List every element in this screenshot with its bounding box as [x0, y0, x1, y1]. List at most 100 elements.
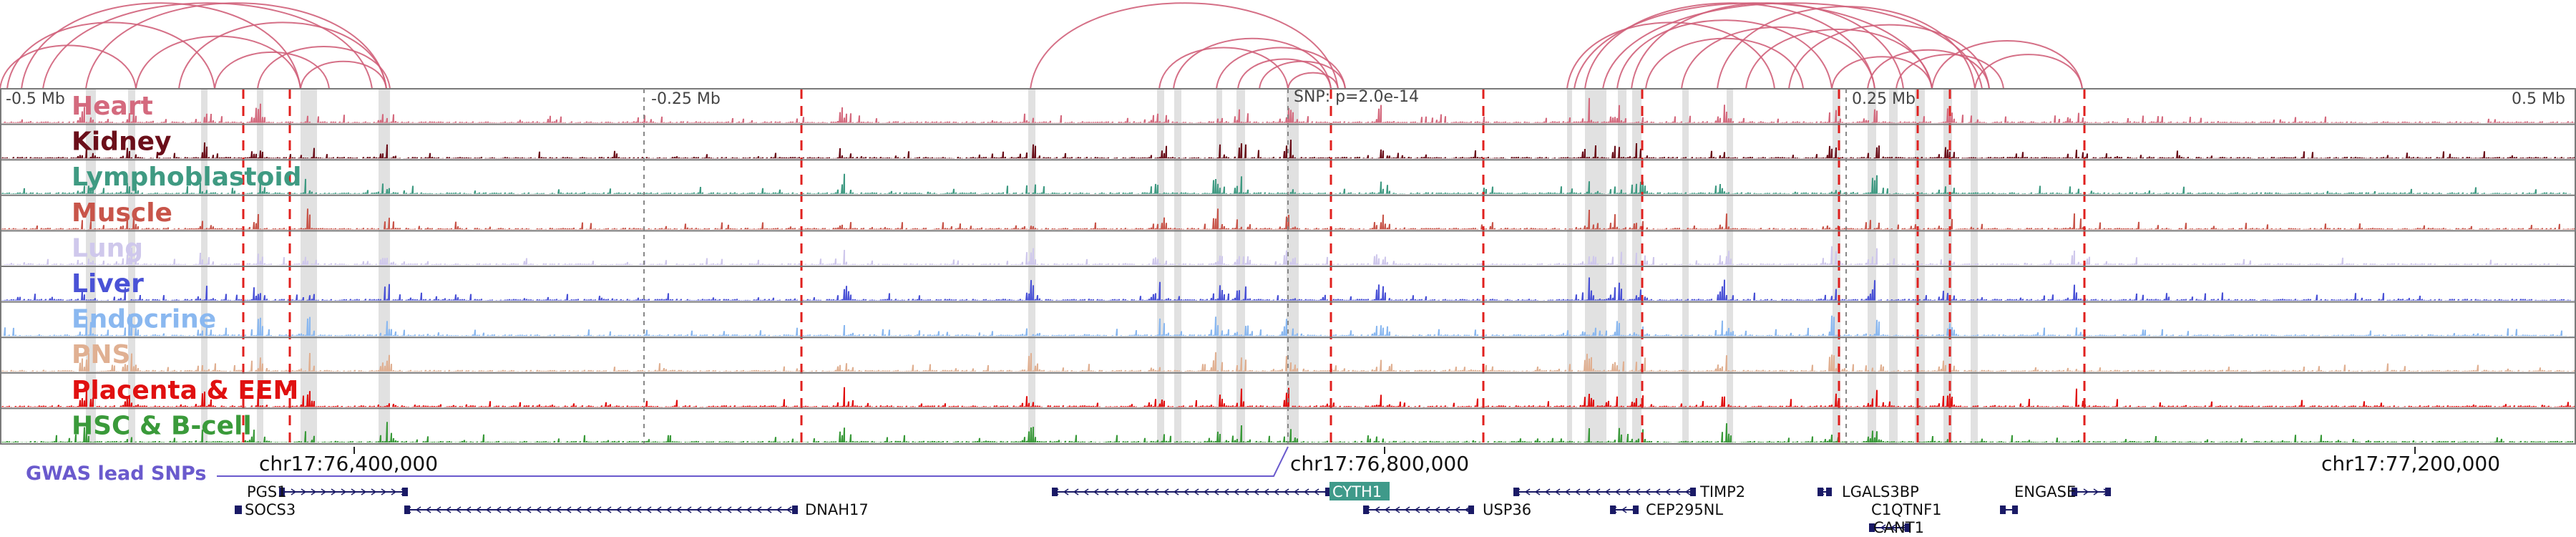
chromatin-loop-arc — [1259, 60, 1346, 90]
strand-arrow — [1093, 488, 1099, 495]
exon-block — [1633, 505, 1639, 514]
strand-arrow — [645, 506, 652, 513]
strand-arrow — [655, 506, 662, 513]
strand-arrow — [1621, 506, 1627, 513]
strand-arrow — [585, 506, 592, 513]
gene-label: USP36 — [1483, 501, 1531, 518]
gene-label: CANT1 — [1873, 519, 1924, 536]
strand-arrow — [1554, 488, 1561, 495]
gene-label: C1QTNF1 — [1871, 501, 1942, 518]
strand-arrow — [1233, 488, 1239, 495]
gwas-label: GWAS lead SNPs — [26, 463, 206, 485]
strand-arrow — [435, 506, 441, 513]
track-label: Placenta & EEM — [72, 376, 298, 405]
track-label: Lung — [72, 233, 143, 263]
gene-cant1: CANT1 — [1869, 519, 1924, 536]
strand-arrow — [1534, 488, 1541, 495]
chromatin-loop-arc — [1717, 6, 1976, 90]
gene-label: CYTH1 — [1332, 483, 1382, 500]
exon-block — [2000, 505, 2006, 514]
strand-arrow — [2093, 488, 2099, 495]
exon-block — [1818, 488, 1823, 496]
strand-arrow — [1654, 488, 1661, 495]
exon-block — [792, 505, 798, 514]
strand-arrow — [1263, 488, 1269, 495]
strand-arrow — [371, 488, 377, 495]
strand-arrow — [1584, 488, 1591, 495]
exon-block — [2012, 505, 2018, 514]
chromatin-loop-arc — [1896, 54, 2004, 90]
strand-arrow — [1183, 488, 1189, 495]
strand-arrow — [1544, 488, 1551, 495]
scale-mid-right-label: 0.25 Mb — [1852, 90, 1916, 108]
chromatin-loop-arc — [1584, 2, 1875, 90]
strand-arrow — [1454, 506, 1460, 513]
chromatin-loop-arc — [0, 44, 137, 90]
strand-arrow — [465, 506, 472, 513]
gene-socs3: SOCS3 — [235, 501, 296, 518]
strand-arrow — [565, 506, 572, 513]
coordinate-label-3: chr17:77,200,000 — [2321, 452, 2500, 475]
strand-arrow — [1133, 488, 1139, 495]
gene-label: CEP295NL — [1646, 501, 1723, 518]
chromatin-loop-arc — [214, 52, 330, 90]
strand-arrow — [1153, 488, 1159, 495]
exon-block — [1468, 505, 1474, 514]
exon-block — [1363, 505, 1369, 514]
strand-arrow — [1374, 506, 1380, 513]
chromatin-loop-arc — [42, 2, 373, 90]
chromatin-loop-arc — [257, 46, 391, 90]
strand-arrow — [331, 488, 337, 495]
signal-track-7 — [0, 352, 2576, 372]
strand-arrow — [2083, 488, 2089, 495]
gene-label: SOCS3 — [245, 501, 296, 518]
gene-label: TIMP2 — [1699, 483, 1745, 500]
chromatin-loop-arc — [1867, 49, 1990, 90]
chromatin-loop-arc — [85, 2, 387, 90]
exon-block — [2105, 488, 2111, 496]
track-label: Lymphoblastoid — [72, 163, 302, 192]
strand-arrow — [595, 506, 602, 513]
chromatin-loop-arc — [1030, 2, 1339, 90]
gene-label: LGALS3BP — [1842, 483, 1919, 500]
strand-arrow — [1900, 524, 1906, 531]
signal-track-4 — [0, 246, 2576, 265]
strand-arrow — [605, 506, 612, 513]
strand-arrow — [1243, 488, 1249, 495]
snp-pvalue-label: SNP: p=2.0e-14 — [1294, 88, 1419, 106]
strand-arrow — [1073, 488, 1079, 495]
strand-arrow — [1113, 488, 1119, 495]
strand-arrow — [515, 506, 522, 513]
chromatin-loop-arc — [1574, 2, 1933, 90]
gene-label: DNAH17 — [805, 501, 869, 518]
signal-track-8 — [0, 387, 2576, 407]
track-label: Liver — [72, 269, 144, 299]
chromatin-loop-arc — [21, 2, 301, 90]
exon-block — [2072, 488, 2077, 496]
gene-c1qtnf1: C1QTNF1 — [1871, 501, 2018, 518]
chromatin-loop-arc — [1631, 2, 1904, 90]
strand-arrow — [766, 506, 772, 513]
exon-block — [1610, 505, 1616, 514]
strand-arrow — [311, 488, 317, 495]
exon-block — [1690, 488, 1696, 496]
strand-arrow — [351, 488, 357, 495]
strand-arrow — [1313, 488, 1319, 495]
chromatin-loop-arc — [1216, 47, 1346, 90]
strand-arrow — [736, 506, 742, 513]
exon-block — [402, 488, 408, 496]
strand-arrow — [1434, 506, 1440, 513]
strand-arrow — [445, 506, 452, 513]
chromatin-loop-arc — [135, 35, 301, 90]
strand-arrow — [1664, 488, 1671, 495]
strand-arrow — [291, 488, 297, 495]
exon-block — [235, 505, 240, 514]
exon-block — [1325, 488, 1331, 496]
chromatin-loop-arc — [6, 21, 215, 90]
gene-cyth1: CYTH1 — [1052, 482, 1390, 500]
gene-lgals3bp: LGALS3BP — [1818, 483, 1919, 500]
track-label: Kidney — [72, 127, 172, 157]
strand-arrow — [1444, 506, 1450, 513]
strand-arrow — [635, 506, 642, 513]
